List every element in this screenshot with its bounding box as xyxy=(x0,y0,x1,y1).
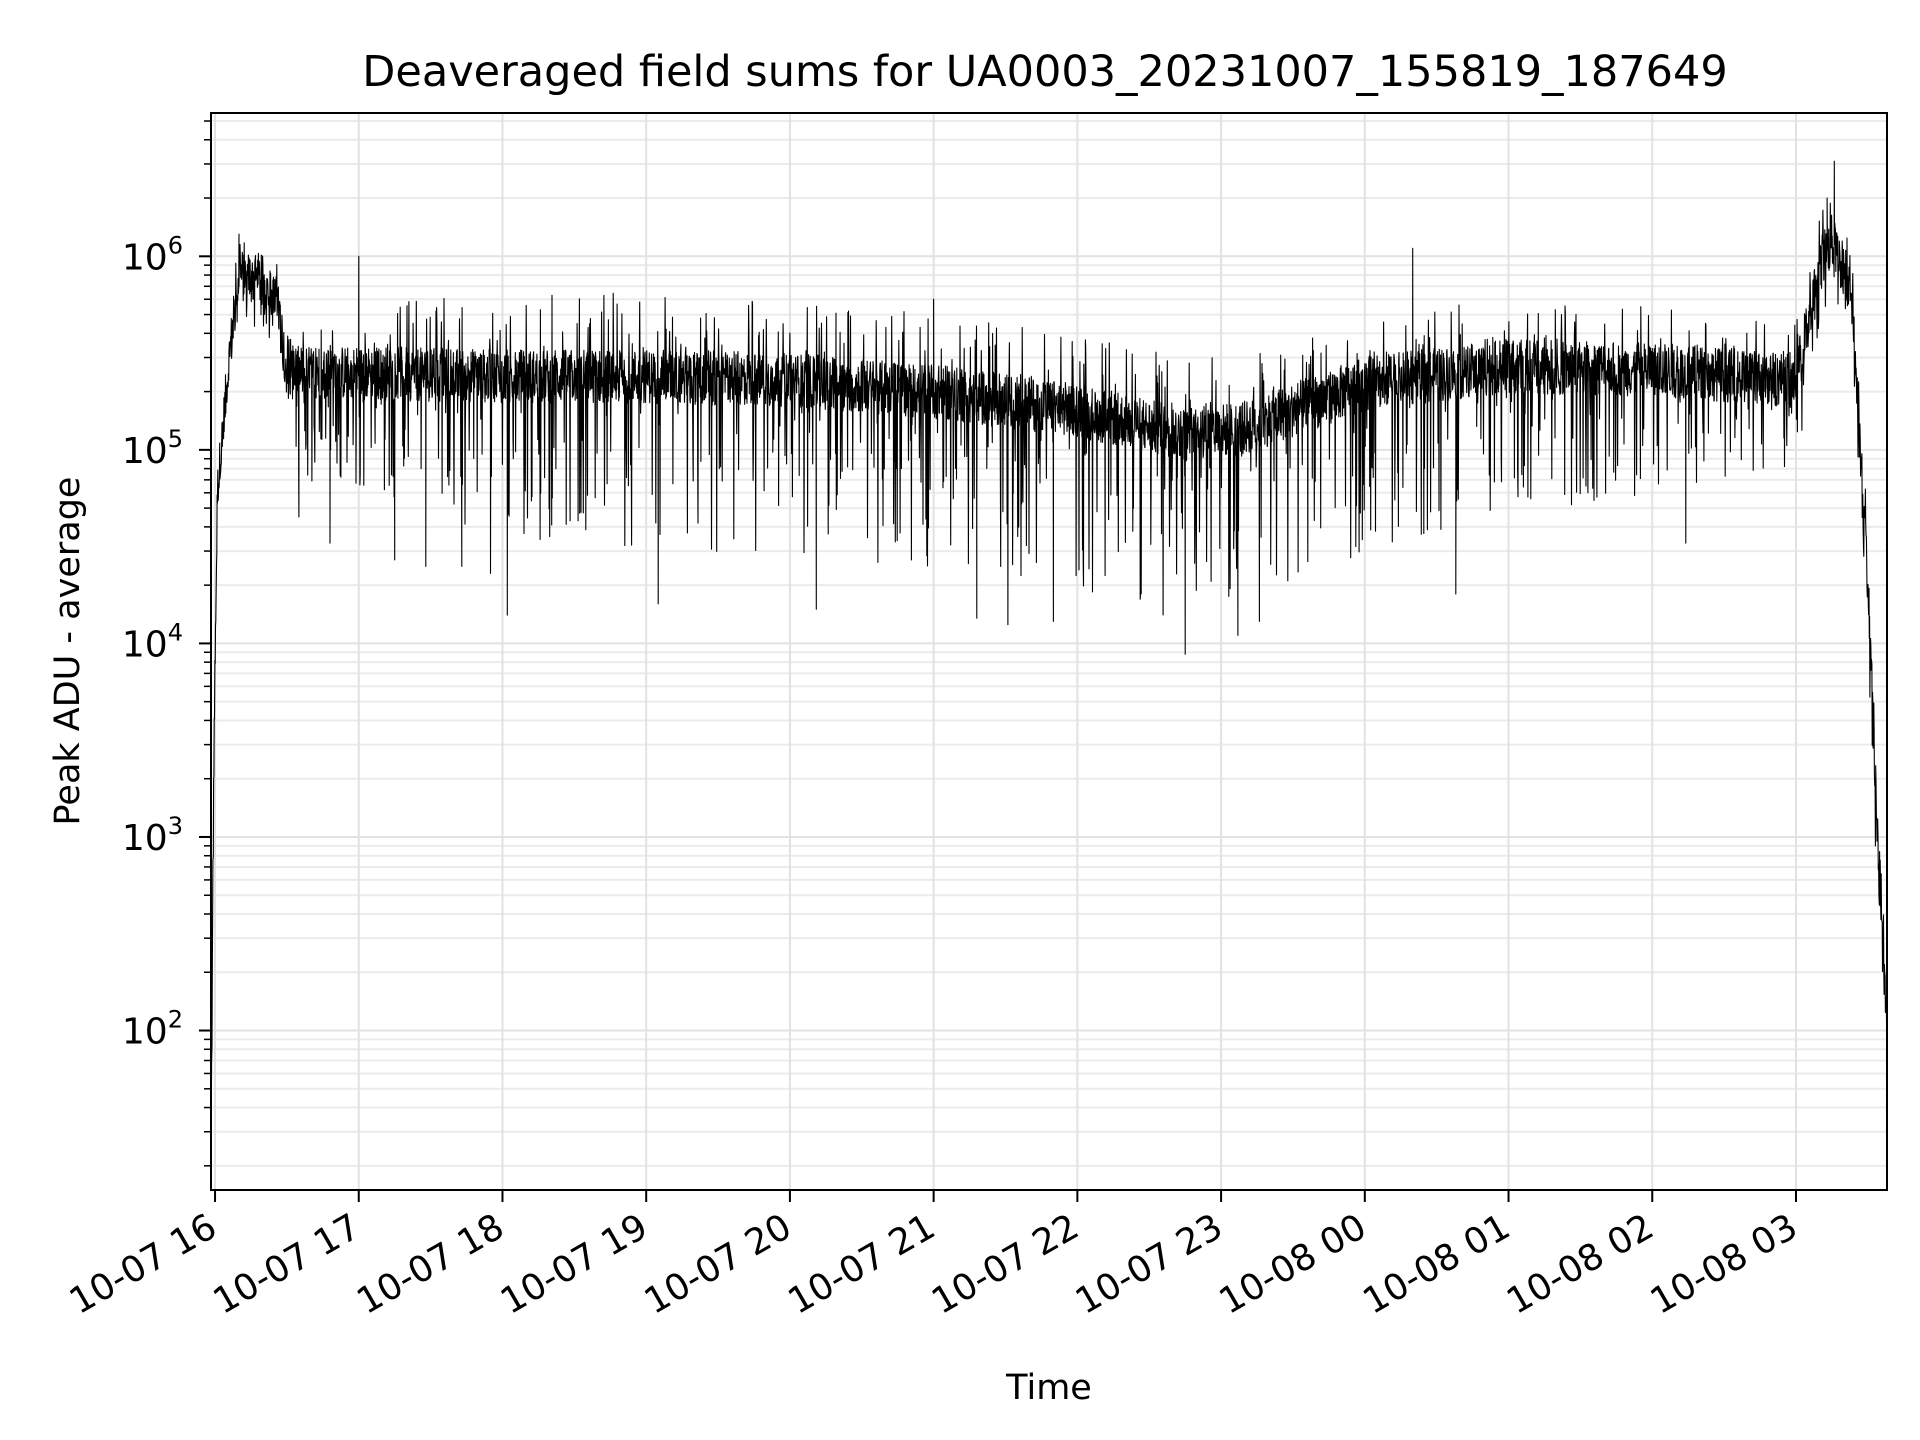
y-tick-label: 105 xyxy=(122,425,183,472)
y-axis-label: Peak ADU - average xyxy=(48,477,88,826)
series-line xyxy=(210,160,1888,1158)
series-group xyxy=(210,160,1888,1158)
y-axis: 102 103 104 105 106 xyxy=(122,120,211,1167)
y-tick-label: 103 xyxy=(122,812,183,859)
y-tick-label: 102 xyxy=(122,1006,183,1053)
plot-frame xyxy=(210,112,1888,1191)
chart-title: Deaveraged field sums for UA0003_2023100… xyxy=(362,47,1727,97)
grid xyxy=(211,113,1887,1190)
x-axis-label: Time xyxy=(1005,1368,1092,1408)
y-tick-label: 106 xyxy=(122,231,183,278)
y-tick-label: 104 xyxy=(122,618,183,665)
